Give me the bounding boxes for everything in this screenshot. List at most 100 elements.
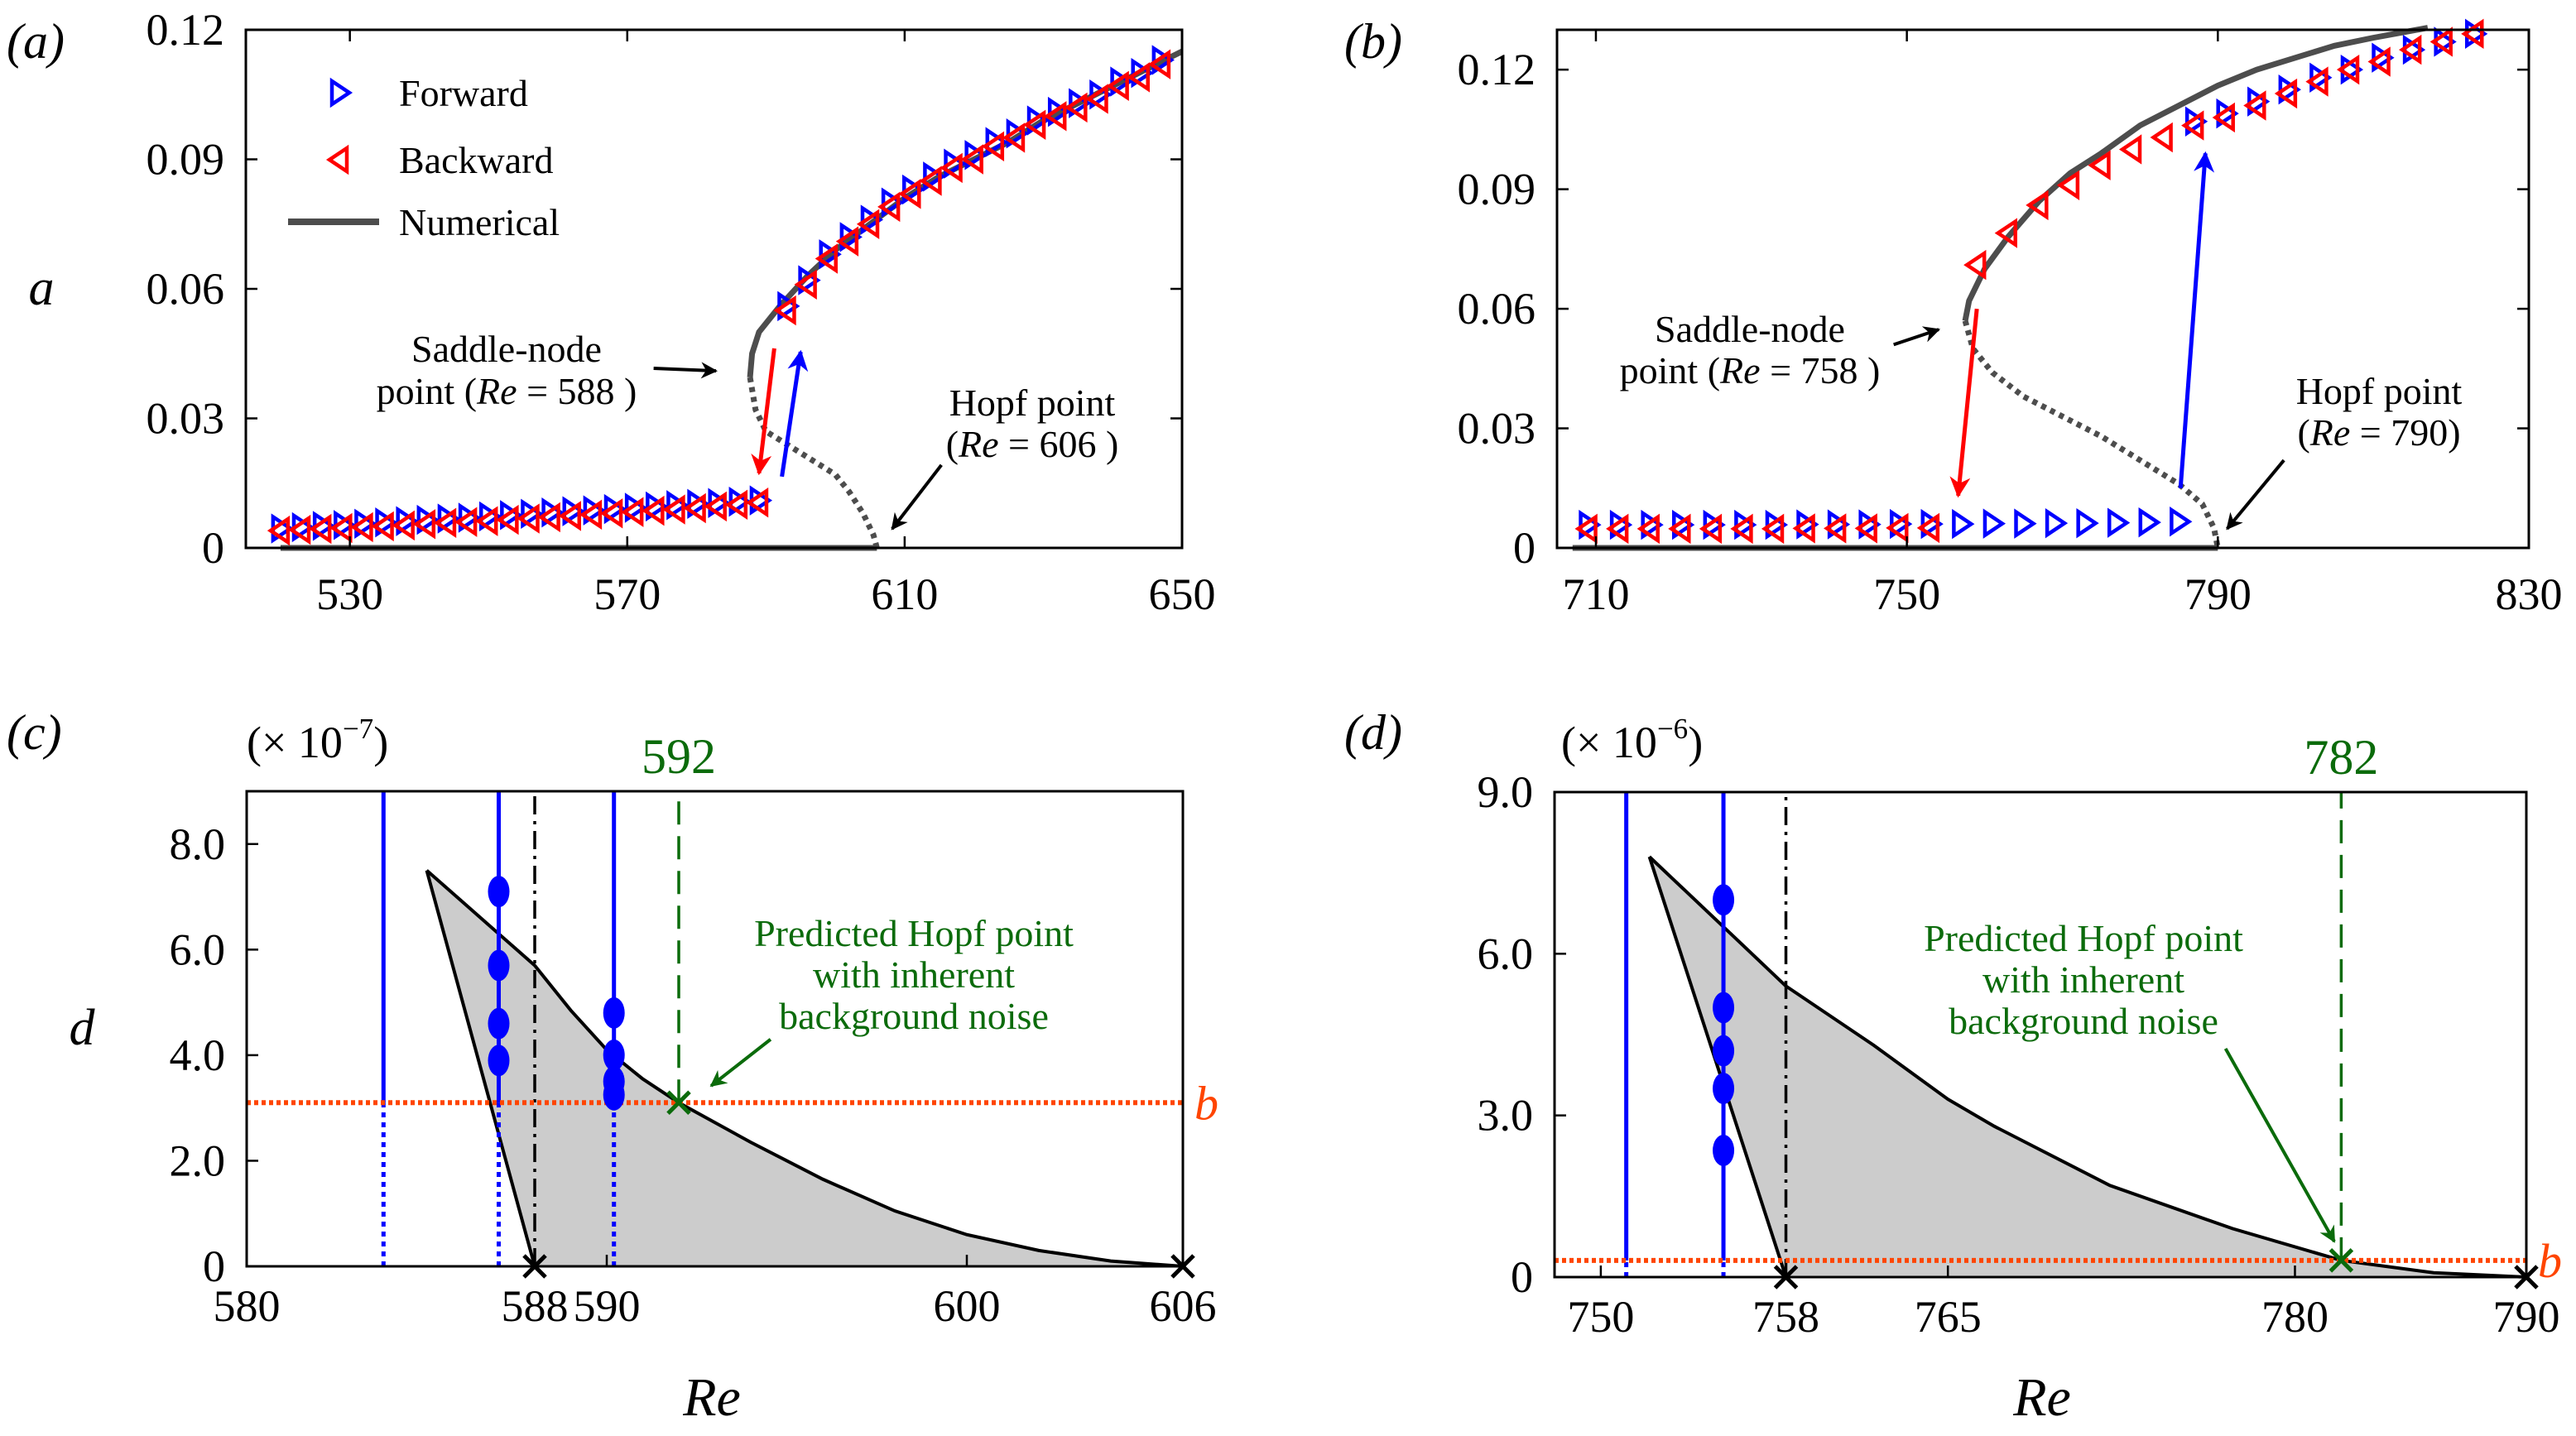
x-tick-label: 570: [594, 569, 661, 619]
forward-marker: [1089, 79, 1113, 110]
backward-marker: [1065, 92, 1088, 123]
backward-marker: [579, 499, 603, 531]
annotation-arrow: [1949, 308, 1979, 498]
panel-label: (a): [7, 14, 65, 69]
data-dot: [1713, 884, 1735, 916]
region-lower-boundary: [1647, 856, 1788, 1278]
backward-marker: [621, 497, 644, 527]
hopf-point-annotation: (Re = 606 ): [946, 423, 1119, 465]
saddle-node-annotation-part: Saddle-node: [411, 328, 602, 370]
backward-marker: [981, 131, 1005, 162]
forward-marker: [1858, 509, 1882, 540]
backward-marker: [662, 494, 685, 525]
forward-marker: [646, 491, 669, 522]
backward-marker: [371, 511, 394, 542]
saddle-node-annotation: Saddle-node: [411, 328, 602, 370]
backward-marker: [1699, 513, 1723, 545]
axes-frame: [245, 790, 1185, 1268]
saddle-node-annotation-part: point (: [1620, 349, 1720, 391]
predicted-hopf-annotation-part: with inherent: [813, 953, 1015, 996]
data-dot: [488, 1007, 510, 1040]
backward-marker: [2305, 66, 2328, 97]
predicted-hopf-arrow: [709, 1038, 772, 1088]
y-tick-label: 0.03: [147, 394, 225, 444]
panel-label: (d): [1344, 705, 1402, 760]
backward-marker: [350, 511, 373, 543]
forward-marker: [1889, 508, 1913, 540]
x-tick-label: 790: [2184, 569, 2252, 619]
hopf-point-annotation-part: = 790): [2350, 411, 2460, 454]
data-dot: [1713, 1134, 1735, 1166]
forward-marker: [1982, 508, 2006, 539]
forward-marker: [541, 497, 565, 528]
region-lower-boundary: [425, 870, 536, 1267]
y-tick-label: 0: [1513, 523, 1536, 573]
backward-marker: [794, 269, 817, 300]
annotation-arrow: [751, 348, 776, 476]
forward-marker: [798, 265, 821, 295]
y-axis-multiplier: (× 10−7): [247, 713, 388, 767]
annotation-arrow: [2226, 459, 2285, 531]
saddle-node-annotation-part: Re: [1719, 349, 1761, 391]
x-tick-label: 750: [1873, 569, 1940, 619]
legend-forward-icon: [329, 77, 353, 108]
backward-marker: [2056, 170, 2080, 201]
backward-marker: [2181, 110, 2204, 141]
forward-marker: [819, 239, 842, 270]
b-level-label: b: [2538, 1234, 2562, 1288]
saddle-node-annotation-part: = 758 ): [1761, 349, 1881, 391]
backward-marker: [1792, 513, 1815, 544]
backward-marker: [2088, 150, 2111, 180]
y-axis-multiplier-part: (× 10: [247, 718, 343, 767]
forward-marker: [1006, 118, 1029, 149]
y-tick-label: 3.0: [1478, 1091, 1534, 1141]
backward-marker: [1636, 513, 1660, 545]
x-tick-label: 610: [871, 569, 938, 619]
forward-marker: [839, 222, 863, 252]
forward-marker: [923, 161, 946, 192]
y-tick-label: 0: [202, 523, 224, 573]
backward-marker: [1886, 512, 1909, 544]
x-tick-label: 606: [1150, 1281, 1217, 1331]
forward-marker: [603, 493, 627, 525]
y-tick-label: 4.0: [170, 1030, 226, 1080]
forward-marker: [1069, 88, 1092, 118]
backward-marker: [475, 506, 498, 536]
y-tick-label: 0.06: [1458, 284, 1536, 334]
predicted-hopf-value: 592: [642, 729, 716, 784]
hopf-point-annotation-part: (: [2297, 411, 2309, 454]
x-tick-label: 590: [574, 1281, 641, 1331]
forward-marker: [666, 490, 690, 521]
predicted-hopf-arrow: [2223, 1047, 2336, 1243]
y-axis-multiplier-part: (× 10: [1561, 718, 1657, 767]
stability-region-fill: [426, 870, 1183, 1266]
y-tick-label: 0: [203, 1241, 225, 1291]
y-tick-label: 6.0: [170, 925, 226, 974]
y-tick-label: 0: [1511, 1252, 1533, 1302]
backward-marker: [1002, 122, 1026, 153]
saddle-node-annotation: Saddle-node: [1655, 308, 1845, 350]
backward-marker: [1668, 513, 1691, 545]
x-axis-label: Re: [682, 1367, 741, 1428]
forward-marker: [1131, 57, 1154, 89]
hopf-point-annotation-part: = 606 ): [999, 423, 1119, 465]
backward-marker: [2429, 26, 2453, 57]
backward-marker: [392, 510, 415, 541]
forward-marker: [437, 503, 461, 534]
forward-marker: [2309, 62, 2333, 93]
axes-frame: [244, 28, 1184, 550]
annotation-arrow: [1893, 326, 1941, 347]
numerical-solid-line: [1962, 25, 2429, 322]
backward-marker: [2274, 78, 2298, 109]
data-dot: [603, 997, 625, 1029]
backward-marker: [267, 515, 291, 546]
legend-backward-icon: [325, 144, 349, 175]
forward-marker: [1026, 105, 1050, 136]
backward-marker: [1127, 62, 1150, 93]
backward-marker: [537, 502, 560, 533]
backward-marker: [940, 152, 963, 184]
saddle-node-annotation: point (Re = 588 ): [377, 370, 637, 412]
saddle-node-annotation-part: point (: [377, 370, 477, 412]
